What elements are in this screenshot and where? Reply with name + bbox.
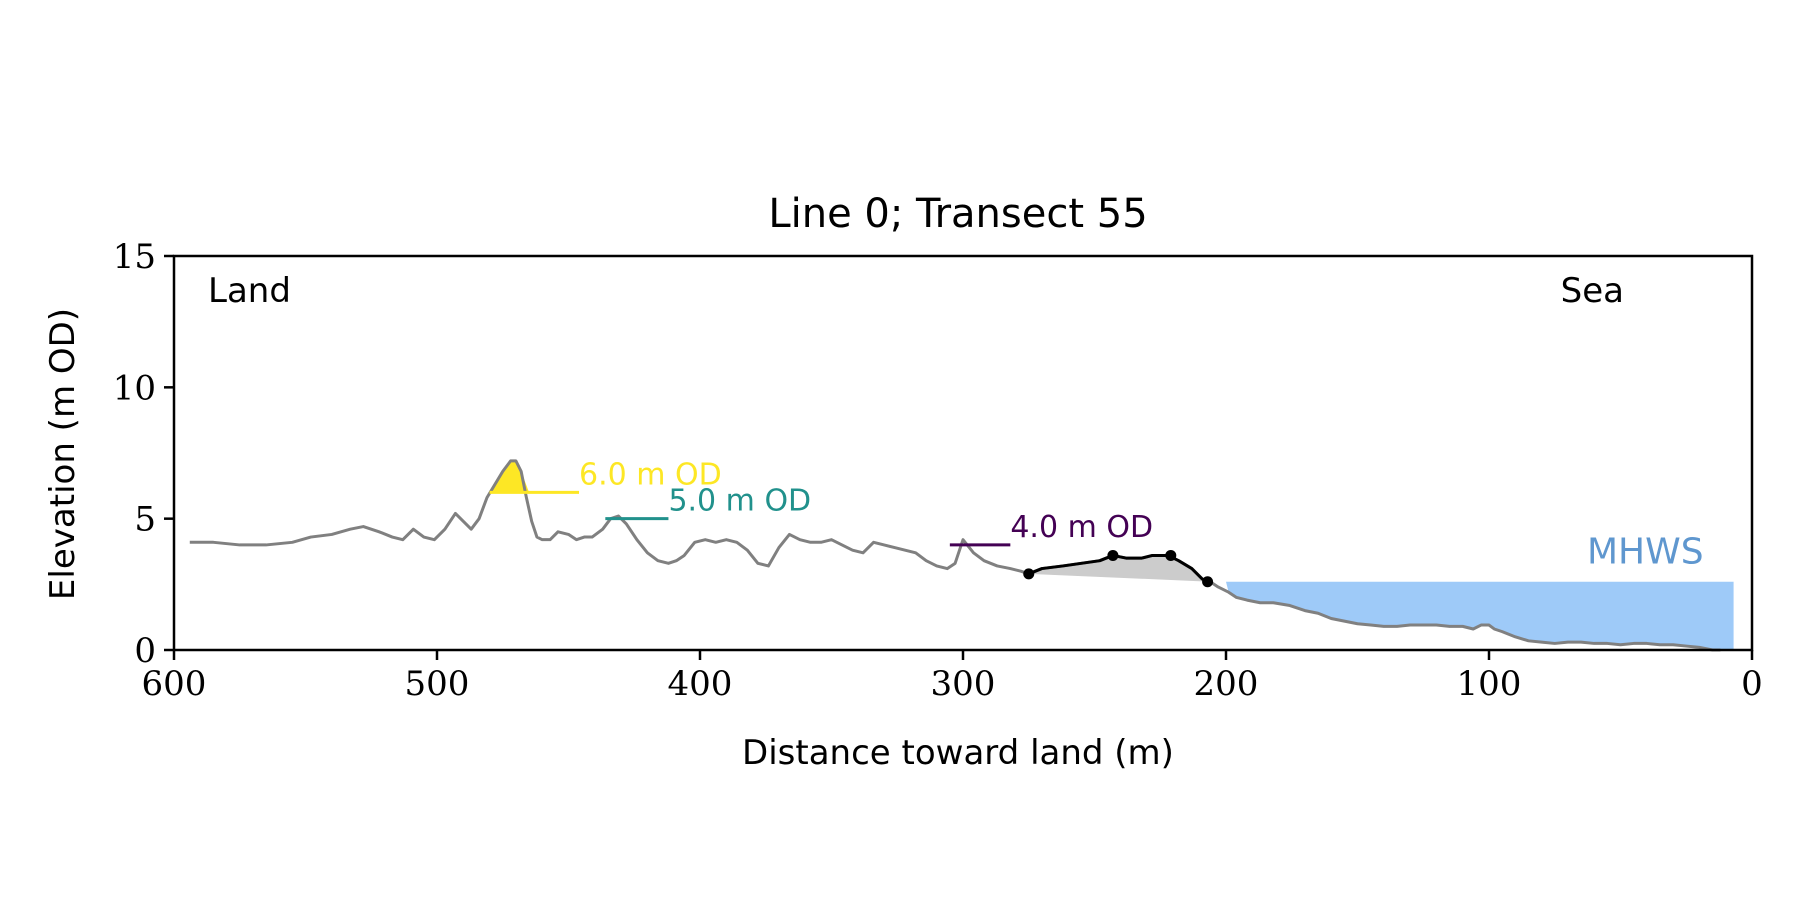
dune-point-4 [1202,576,1214,588]
level-label-2: 5.0 m OD [668,484,811,519]
plot-area: 6.0 m OD5.0 m OD 4.0 m OD MHWS [189,457,1734,652]
x-tick-label-3: 300 [931,664,996,704]
dune-segment-line [1028,553,1211,584]
profile-line [189,459,1721,652]
y-tick-label-0: 0 [134,631,156,671]
dune-volume-area [1028,555,1211,582]
y-tick-label-3: 15 [113,237,156,277]
x-tick-label-1: 500 [405,664,470,704]
x-tick-label-2: 400 [668,664,733,704]
mhws-label: MHWS [1587,532,1704,573]
level-label-3: 4.0 m OD [1010,510,1153,545]
x-tick-label-4: 200 [1194,664,1259,704]
plot-frame [172,254,1754,652]
sea-label: Sea [1561,271,1624,311]
chart-title: Line 0; Transect 55 [768,191,1147,237]
y-tick-label-1: 5 [134,500,156,540]
y-tick-label-2: 10 [113,368,156,408]
x-tick-label-6: 0 [1741,664,1763,704]
dune-point-3 [1165,549,1177,561]
level-label-1: 6.0 m OD [579,457,722,492]
y-axis-label: Elevation (m OD) [43,308,83,600]
sea-area [1226,581,1734,650]
dune-point-1 [1023,568,1035,580]
x-axis-label: Distance toward land (m) [742,733,1174,773]
dune-point-2 [1107,549,1119,561]
x-axis-ticks: 600 500 400 300 200 100 0 [142,650,1763,704]
land-label: Land [208,271,291,311]
x-tick-label-0: 600 [142,664,207,704]
y-axis-ticks: 0 5 10 15 [113,237,174,671]
x-tick-label-5: 100 [1457,664,1522,704]
